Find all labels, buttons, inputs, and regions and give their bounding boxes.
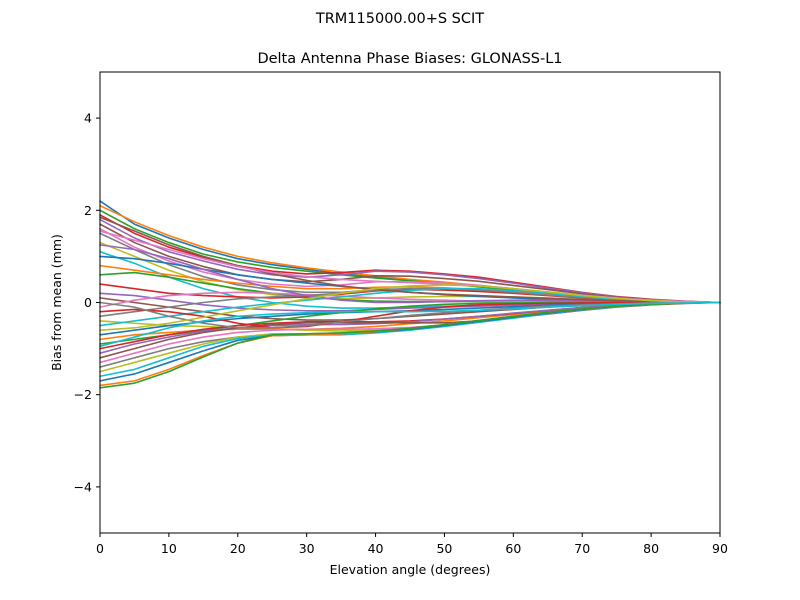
y-tick-label: 2 (84, 203, 92, 218)
y-tick-label: 0 (84, 295, 92, 310)
y-axis-label: Bias from mean (mm) (49, 234, 64, 371)
x-tick-label: 70 (574, 541, 590, 556)
x-tick-label: 50 (436, 541, 452, 556)
series-line (99, 301, 721, 355)
series-line (99, 287, 721, 327)
x-tick-label: 90 (712, 541, 728, 556)
y-tick-label: −4 (74, 479, 92, 494)
plot-area (99, 71, 721, 534)
x-tick-label: 0 (96, 541, 104, 556)
x-axis-label: Elevation angle (degrees) (330, 562, 491, 577)
x-tick-label: 80 (643, 541, 659, 556)
x-tick-label: 20 (230, 541, 246, 556)
x-tick-label: 30 (299, 541, 315, 556)
y-axis: −4 −2 0 2 4 (74, 111, 100, 494)
series-line (99, 284, 721, 331)
y-tick-label: −2 (74, 387, 92, 402)
x-tick-label: 60 (505, 541, 521, 556)
x-tick-label: 10 (161, 541, 177, 556)
series-line (99, 301, 721, 389)
x-axis: 0 10 20 30 40 50 60 70 80 90 (96, 533, 728, 556)
series-layer (99, 200, 721, 389)
series-line (99, 301, 721, 348)
series-line (99, 301, 721, 329)
series-line (99, 216, 721, 304)
chart-title: Delta Antenna Phase Biases: GLONASS-L1 (257, 51, 562, 67)
y-tick-label: 4 (84, 111, 92, 126)
figure-suptitle: TRM115000.00+S SCIT (315, 11, 484, 27)
x-tick-label: 40 (368, 541, 384, 556)
